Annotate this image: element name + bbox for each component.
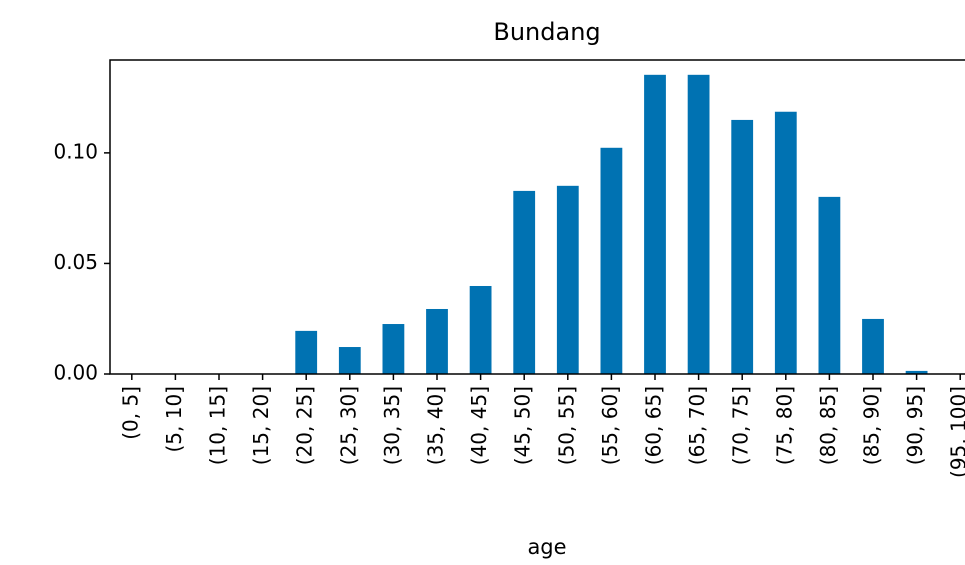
x-tick-label: (0, 5] xyxy=(118,386,142,440)
x-tick-label: (35, 40] xyxy=(424,386,448,465)
x-tick-label: (10, 15] xyxy=(206,386,230,465)
x-tick-label: (55, 60] xyxy=(598,386,622,465)
x-tick-label: (75, 80] xyxy=(772,386,796,465)
bar xyxy=(644,74,666,374)
x-tick-label: (25, 30] xyxy=(336,386,360,465)
x-tick-label: (65, 70] xyxy=(685,386,709,465)
bar xyxy=(469,285,492,374)
bar xyxy=(774,111,797,375)
x-tick-label: (30, 35] xyxy=(380,386,404,465)
bar xyxy=(382,324,405,374)
x-tick-label: (45, 50] xyxy=(511,386,535,465)
y-tick-label: 0.00 xyxy=(53,361,98,385)
x-tick-label: (70, 75] xyxy=(729,386,753,465)
bar xyxy=(600,147,623,374)
x-tick-label: (20, 25] xyxy=(293,386,317,465)
bar xyxy=(862,318,884,374)
bar xyxy=(513,190,536,374)
x-tick-label: (60, 65] xyxy=(642,386,666,465)
bar xyxy=(338,347,361,374)
y-tick-label: 0.05 xyxy=(53,250,98,274)
bar xyxy=(818,196,841,374)
bar xyxy=(687,74,710,374)
x-tick-label: (85, 90] xyxy=(860,386,884,465)
bar xyxy=(295,330,318,374)
x-tick-label: (15, 20] xyxy=(249,386,273,465)
x-tick-label: (80, 85] xyxy=(816,386,840,465)
bar xyxy=(905,370,928,374)
x-tick-label: (40, 45] xyxy=(467,386,491,465)
x-tick-label: (5, 10] xyxy=(162,386,186,453)
x-tick-label: (50, 55] xyxy=(554,386,578,465)
x-tick-label: (90, 95] xyxy=(903,386,927,465)
bar xyxy=(556,185,579,374)
bar xyxy=(426,308,448,374)
bar xyxy=(731,119,754,374)
y-tick-label: 0.10 xyxy=(53,139,98,163)
x-axis-label: age xyxy=(527,535,566,559)
chart-title: Bundang xyxy=(493,18,600,46)
plot-frame xyxy=(109,59,965,375)
x-tick-label: (95, 100] xyxy=(947,386,965,478)
